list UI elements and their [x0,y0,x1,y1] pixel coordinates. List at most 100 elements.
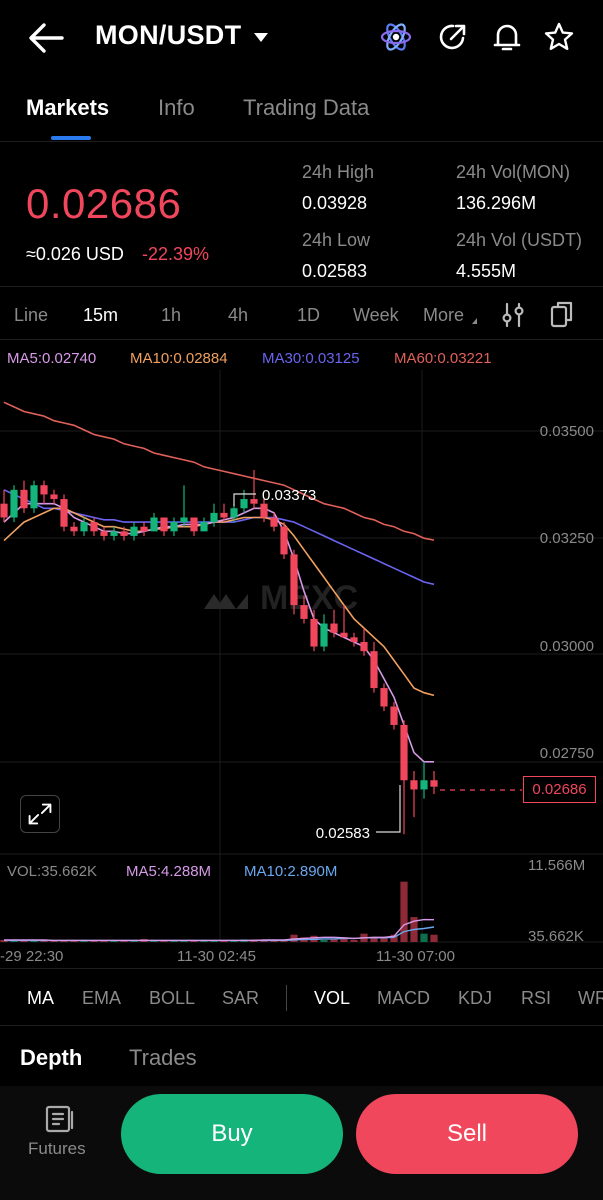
interval-more[interactable]: More [423,305,465,325]
candle-body [320,623,328,647]
candle-body [10,489,18,518]
interval-week[interactable]: Week [353,305,399,325]
expand-chart-icon[interactable] [20,795,60,833]
candlestick-chart[interactable]: MEXC 0.03500 0.03250 0.03000 0.02750 0.0… [0,370,603,967]
last-price: 0.02686 [26,180,182,227]
futures-label[interactable]: Futures [28,1139,86,1158]
usd-value: ≈0.026 USD [26,244,124,264]
volume-bar [230,940,238,942]
low-annotation: 0.02583 [316,785,401,842]
buy-button[interactable]: Buy [121,1094,343,1174]
candle-body [50,494,58,500]
candle-body [260,503,268,518]
time-axis-label: -29 22:30 [0,948,64,965]
candle-body [420,780,428,790]
volume-bar [150,940,158,942]
candle-body [250,499,258,504]
volume-bar [330,938,338,942]
indicator-rsi[interactable]: RSI [521,988,552,1008]
interval-1d[interactable]: 1D [297,305,321,325]
candle-body [300,605,308,619]
candle-body [130,526,138,536]
indicator-macd[interactable]: MACD [377,988,430,1008]
candle-body [90,522,98,532]
ma30-legend: MA30:0.03125 [262,350,360,367]
tab-trading-data[interactable]: Trading Data [243,95,370,120]
volume-bar [190,940,198,942]
volume-bar [320,939,328,942]
atom-icon[interactable] [379,20,413,54]
vol-axis-top: 11.566M [528,857,586,874]
candle-body [120,531,128,536]
candle-body [240,499,248,509]
indicator-vol[interactable]: VOL [314,988,351,1008]
price-axis-label: 0.03500 [540,423,594,440]
candle-body [40,485,48,495]
candle-body [290,554,298,606]
candle-body [150,517,158,532]
active-tab-indicator [51,136,91,140]
candle-body [110,531,118,536]
tab-markets[interactable]: Markets [26,95,110,120]
candle-body [80,522,88,532]
indicator-settings-icon[interactable] [500,301,526,329]
indicator-kdj[interactable]: KDJ [458,988,493,1008]
volume-bar [350,939,358,942]
more-caret-icon [472,318,477,324]
copy-icon[interactable] [549,299,575,329]
low-value: 0.02583 [302,261,368,281]
interval-4h[interactable]: 4h [228,305,249,325]
volume-bar [400,881,408,942]
volume-bar [260,940,268,942]
candle-body [310,618,318,647]
high-annotation: 0.03373 [233,487,316,506]
vol-axis-bottom: 35.662K [528,928,584,945]
volume-bar [120,940,128,942]
vol-ma10-line [4,926,435,942]
ma60-legend: MA60:0.03221 [394,350,492,367]
indicator-boll[interactable]: BOLL [149,988,196,1008]
price-axis-label: 0.03250 [540,530,594,547]
indicator-ema[interactable]: EMA [82,988,122,1008]
sell-button[interactable]: Sell [356,1094,578,1174]
low-label: 24h Low [302,230,371,250]
interval-line[interactable]: Line [14,305,49,325]
candle-body [230,508,238,518]
volume-bar [80,940,88,942]
interval-1h[interactable]: 1h [161,305,182,325]
indicator-sar[interactable]: SAR [222,988,260,1008]
ma30-line [3,489,435,586]
volume-bar [50,940,58,942]
volume-bar [160,940,168,942]
indicator-divider [286,985,287,1011]
candle-body [60,499,68,527]
tab-depth[interactable]: Depth [20,1045,83,1070]
volume-bar [390,934,398,942]
bell-icon[interactable] [490,20,524,54]
tab-info[interactable]: Info [158,95,195,120]
pair-dropdown-caret-icon[interactable] [254,33,268,42]
ma5-legend: MA5:0.02740 [7,350,97,367]
volume-bar [380,937,388,942]
vol-base-label: 24h Vol(MON) [456,162,571,182]
price-change: -22.39% [142,244,210,264]
tab-trades[interactable]: Trades [129,1045,197,1070]
candle-body [30,485,38,509]
pair-title[interactable]: MON/USDT [95,20,242,50]
watermark: MEXC [204,579,358,617]
indicator-ma[interactable]: MA [27,988,54,1008]
star-icon[interactable] [542,20,576,54]
share-icon[interactable] [436,20,470,54]
watermark-text: MEXC [260,579,358,617]
candle-body [400,724,408,781]
volume-bar [370,936,378,942]
interval-15m[interactable]: 15m [83,305,119,325]
bottom-action-bar: Futures Buy Sell [0,1086,603,1200]
candle-body [210,512,218,523]
volume-bar [110,940,118,942]
futures-icon[interactable] [44,1104,76,1134]
candle-body [190,517,198,532]
ma10-line [3,507,435,697]
back-arrow-icon[interactable] [26,20,66,56]
indicator-wr[interactable]: WR [578,988,603,1008]
